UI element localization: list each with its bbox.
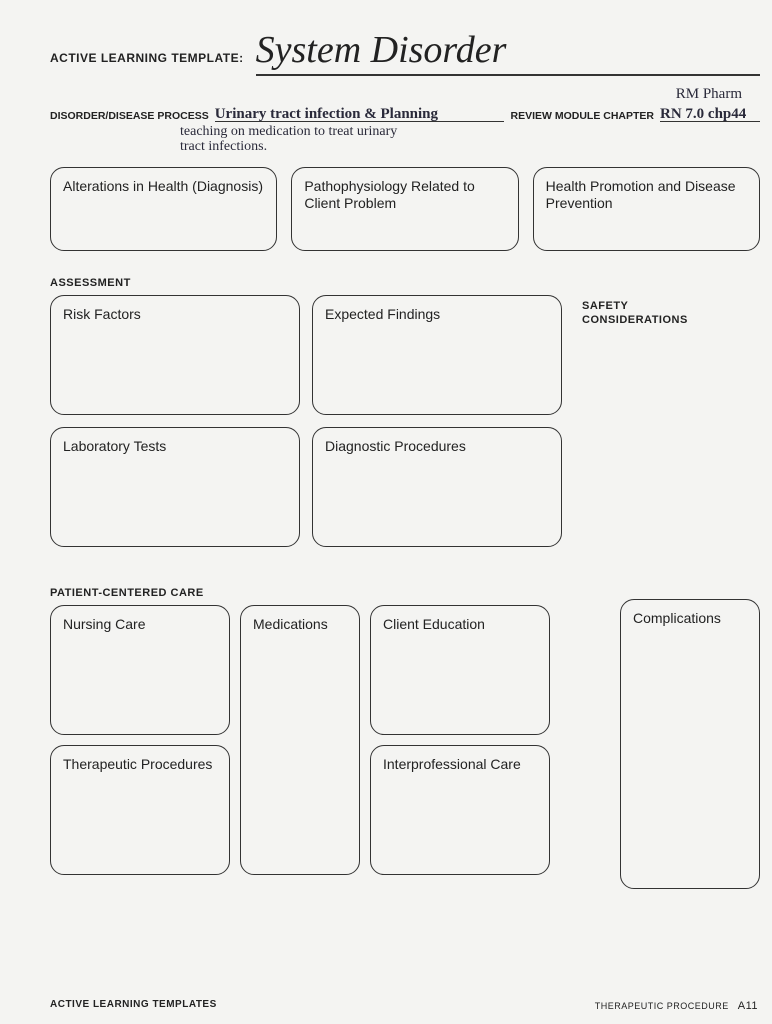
review-label: REVIEW MODULE CHAPTER (510, 110, 654, 122)
assessment-area: Risk Factors Expected Findings Laborator… (50, 295, 760, 547)
box-health-promotion-label: Health Promotion and Disease Prevention (546, 178, 747, 212)
template-title: System Disorder (256, 28, 760, 76)
disorder-label: DISORDER/DISEASE PROCESS (50, 110, 209, 122)
box-therapeutic-procedures[interactable]: Therapeutic Procedures (50, 745, 230, 875)
box-inter-label: Interprofessional Care (383, 756, 537, 773)
box-lab-label: Laboratory Tests (63, 438, 287, 455)
box-laboratory-tests[interactable]: Laboratory Tests (50, 427, 300, 547)
box-diag-label: Diagnostic Procedures (325, 438, 549, 455)
pcc-area: Nursing Care Medications Client Educatio… (50, 605, 760, 889)
box-client-ed-label: Client Education (383, 616, 537, 633)
box-pathophysiology-label: Pathophysiology Related to Client Proble… (304, 178, 505, 212)
box-risk-label: Risk Factors (63, 306, 287, 323)
box-interprofessional-care[interactable]: Interprofessional Care (370, 745, 550, 875)
safety-considerations-label: SAFETY CONSIDERATIONS (582, 299, 688, 547)
box-therapeutic-label: Therapeutic Procedures (63, 756, 217, 773)
box-nursing-care[interactable]: Nursing Care (50, 605, 230, 735)
box-risk-factors[interactable]: Risk Factors (50, 295, 300, 415)
handwritten-note-top: RM Pharm (676, 86, 742, 103)
pcc-left: Nursing Care Medications Client Educatio… (50, 605, 606, 889)
title-row: ACTIVE LEARNING TEMPLATE: System Disorde… (50, 28, 760, 76)
box-expected-findings[interactable]: Expected Findings (312, 295, 562, 415)
disorder-sub: teaching on medication to treat urinary … (180, 124, 760, 155)
safety-line2: CONSIDERATIONS (582, 313, 688, 327)
box-complications-label: Complications (633, 610, 747, 627)
box-medications[interactable]: Medications (240, 605, 360, 875)
footer-right: THERAPEUTIC PROCEDURE A11 (595, 1000, 758, 1012)
box-complications[interactable]: Complications (620, 599, 760, 889)
box-client-education[interactable]: Client Education (370, 605, 550, 735)
template-prefix: ACTIVE LEARNING TEMPLATE: (50, 51, 244, 65)
pcc-label: PATIENT-CENTERED CARE (50, 587, 760, 599)
box-diagnostic-procedures[interactable]: Diagnostic Procedures (312, 427, 562, 547)
box-alterations[interactable]: Alterations in Health (Diagnosis) (50, 167, 277, 251)
box-pathophysiology[interactable]: Pathophysiology Related to Client Proble… (291, 167, 518, 251)
box-expected-label: Expected Findings (325, 306, 549, 323)
box-health-promotion[interactable]: Health Promotion and Disease Prevention (533, 167, 760, 251)
review-value: RN 7.0 chp44 (660, 106, 746, 123)
pcc-grid: Nursing Care Medications Client Educatio… (50, 605, 606, 875)
disorder-field[interactable]: Urinary tract infection & Planning (215, 106, 505, 122)
box-alterations-label: Alterations in Health (Diagnosis) (63, 178, 264, 195)
top-box-row: Alterations in Health (Diagnosis) Pathop… (50, 167, 760, 251)
footer-page: A11 (738, 1000, 758, 1012)
disorder-value: Urinary tract infection & Planning (215, 106, 438, 123)
footer-right-text: THERAPEUTIC PROCEDURE (595, 1001, 729, 1011)
assessment-label: ASSESSMENT (50, 277, 760, 289)
assessment-grid: Risk Factors Expected Findings Laborator… (50, 295, 562, 547)
safety-line1: SAFETY (582, 299, 688, 313)
meta-row: DISORDER/DISEASE PROCESS Urinary tract i… (50, 106, 760, 122)
box-meds-label: Medications (253, 616, 347, 633)
footer-left: ACTIVE LEARNING TEMPLATES (50, 999, 217, 1010)
box-nursing-label: Nursing Care (63, 616, 217, 633)
review-field[interactable]: RN 7.0 chp44 (660, 106, 760, 122)
